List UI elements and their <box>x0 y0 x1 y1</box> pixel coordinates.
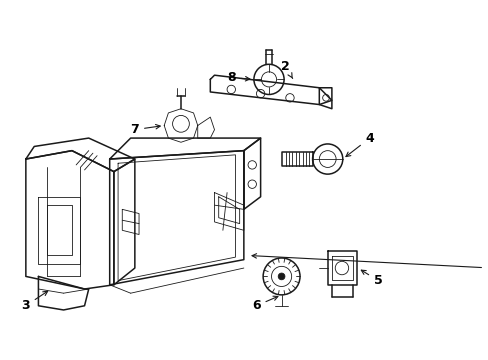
Text: 1: 1 <box>251 254 488 275</box>
Text: 4: 4 <box>345 131 373 157</box>
Text: 3: 3 <box>21 291 47 312</box>
Circle shape <box>278 273 285 280</box>
Text: 2: 2 <box>281 60 292 78</box>
Text: 7: 7 <box>130 123 160 136</box>
Text: 6: 6 <box>251 296 277 312</box>
Text: 5: 5 <box>361 270 382 287</box>
Text: 8: 8 <box>226 71 249 84</box>
